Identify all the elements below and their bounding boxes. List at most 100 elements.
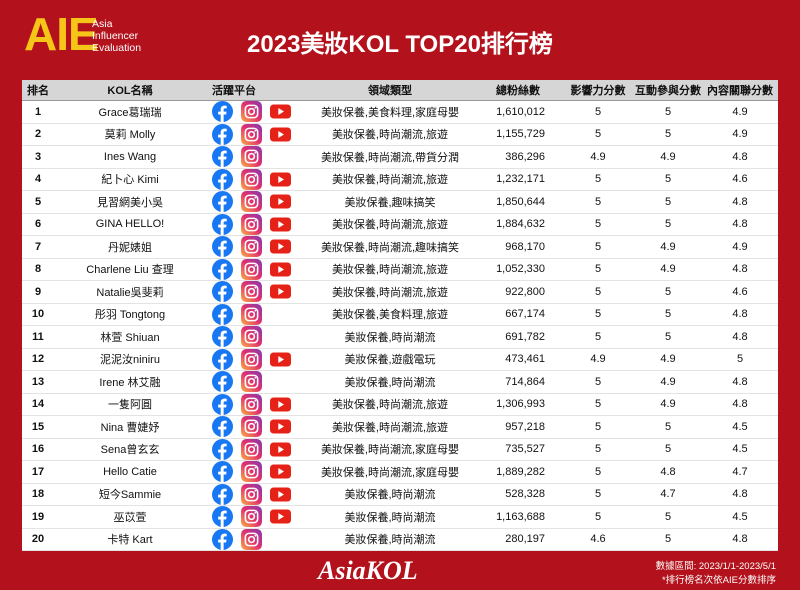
column-header: 內容關聯分數 xyxy=(707,85,773,97)
youtube-icon xyxy=(270,191,291,212)
table-row: 18 短今Sammie 美妝保養,時尚潮流 528,328 5 4.7 4.8 xyxy=(22,484,778,506)
engagement-score: 4.7 xyxy=(660,488,676,501)
category: 美妝保養,時尚潮流 xyxy=(344,331,436,344)
rank: 12 xyxy=(31,353,45,366)
fans: 667,174 xyxy=(505,308,545,321)
engagement-score: 5 xyxy=(664,105,672,118)
category: 美妝保養,時尚潮流,帶貨分潤 xyxy=(320,151,460,164)
ranking-note: *排行榜名次依AIE分數排序 xyxy=(661,575,776,586)
relevance-score: 4.8 xyxy=(732,398,748,411)
influence-score: 5 xyxy=(594,128,602,141)
fans: 1,850,644 xyxy=(496,195,545,208)
logo-subtitle: Asia Influencer Evaluation xyxy=(92,18,141,54)
kol-name: Ines Wang xyxy=(103,150,157,163)
fans: 1,155,729 xyxy=(496,128,545,141)
table-row: 10 彤羽 Tongtong 美妝保養,美食料理,旅遊 667,174 5 5 4.8 xyxy=(22,304,778,326)
youtube-icon xyxy=(270,461,291,482)
fans: 957,218 xyxy=(505,420,545,433)
kol-name: 泥泥汝niniru xyxy=(100,354,160,367)
engagement-score: 4.9 xyxy=(660,240,676,253)
rank: 11 xyxy=(32,330,44,343)
kol-name: 紀卜心 Kimi xyxy=(101,174,159,187)
relevance-score: 4.8 xyxy=(732,330,748,343)
rank: 5 xyxy=(34,195,42,208)
table-row: 7 丹妮婊姐 美妝保養,時尚潮流,趣味搞笑 968,170 5 4.9 4.9 xyxy=(22,236,778,259)
fans: 691,782 xyxy=(505,330,545,343)
kol-name: Irene 林艾融 xyxy=(99,376,161,389)
relevance-score: 4.8 xyxy=(732,263,748,276)
category: 美妝保養,時尚潮流,家庭母嬰 xyxy=(320,444,460,457)
influence-score: 5 xyxy=(594,195,602,208)
relevance-score: 4.8 xyxy=(732,150,748,163)
instagram-icon xyxy=(241,259,262,280)
engagement-score: 4.9 xyxy=(660,263,676,276)
influence-score: 5 xyxy=(594,420,602,433)
kol-name: 卡特 Kart xyxy=(107,534,153,547)
brand-logo: AsiaKOL xyxy=(318,556,418,585)
instagram-icon xyxy=(241,169,262,190)
instagram-icon xyxy=(241,439,262,460)
kol-name: 見習網美小吳 xyxy=(97,196,163,209)
platforms xyxy=(206,124,306,145)
youtube-icon xyxy=(270,169,291,190)
category: 美妝保養,時尚潮流,家庭母嬰 xyxy=(320,466,460,479)
category: 美妝保養,美食料理,家庭母嬰 xyxy=(320,106,460,119)
fans: 1,306,993 xyxy=(496,398,545,411)
platforms xyxy=(206,281,306,302)
relevance-score: 4.7 xyxy=(732,465,748,478)
column-header: 活躍平台 xyxy=(212,85,256,97)
relevance-score: 4.8 xyxy=(732,375,748,388)
facebook-icon xyxy=(212,259,233,280)
instagram-icon xyxy=(241,371,262,392)
rank: 1 xyxy=(34,105,42,118)
relevance-score: 4.9 xyxy=(732,128,748,141)
category: 美妝保養,時尚潮流,旅遊 xyxy=(331,264,449,277)
category: 美妝保養,時尚潮流,趣味搞笑 xyxy=(320,241,460,254)
facebook-icon xyxy=(212,506,233,527)
logo-line: Asia xyxy=(92,18,113,30)
kol-name: Natalie吳斐莉 xyxy=(96,286,164,299)
rank: 15 xyxy=(31,420,45,433)
relevance-score: 4.8 xyxy=(732,533,748,546)
instagram-icon xyxy=(241,236,262,257)
fans: 473,461 xyxy=(505,353,545,366)
fans: 1,232,171 xyxy=(496,173,545,186)
facebook-icon xyxy=(212,326,233,347)
engagement-score: 5 xyxy=(664,443,672,456)
platforms xyxy=(206,416,306,437)
platforms xyxy=(206,484,306,505)
kol-name: 巫苡萱 xyxy=(113,511,147,524)
instagram-icon xyxy=(241,191,262,212)
engagement-score: 5 xyxy=(664,420,672,433)
column-header: 互動參與分數 xyxy=(635,85,701,97)
platforms xyxy=(206,259,306,280)
rank: 13 xyxy=(31,375,45,388)
influence-score: 5 xyxy=(594,465,602,478)
table-row: 11 林萱 Shiuan 美妝保養,時尚潮流 691,782 5 5 4.8 xyxy=(22,326,778,349)
rank: 8 xyxy=(34,263,42,276)
table-row: 13 Irene 林艾融 美妝保養,時尚潮流 714,864 5 4.9 4.8 xyxy=(22,371,778,394)
fans: 1,610,012 xyxy=(496,105,545,118)
influence-score: 5 xyxy=(594,285,602,298)
fans: 1,052,330 xyxy=(496,263,545,276)
category: 美妝保養,時尚潮流 xyxy=(344,511,436,524)
engagement-score: 5 xyxy=(664,128,672,141)
kol-name: Grace葛瑞瑞 xyxy=(98,106,162,119)
influence-score: 5 xyxy=(594,263,602,276)
platforms xyxy=(206,214,306,235)
instagram-icon xyxy=(241,326,262,347)
youtube-icon xyxy=(270,259,291,280)
engagement-score: 4.9 xyxy=(660,150,676,163)
influence-score: 5 xyxy=(594,218,602,231)
table-row: 15 Nina 曹婕妤 美妝保養,時尚潮流,旅遊 957,218 5 5 4.5 xyxy=(22,416,778,439)
logo-line: Evaluation xyxy=(92,42,142,54)
facebook-icon xyxy=(212,349,233,370)
title: 2023美妝KOL TOP20排行榜 xyxy=(247,31,553,58)
category: 美妝保養,美食料理,旅遊 xyxy=(331,309,449,322)
category: 美妝保養,時尚潮流,旅遊 xyxy=(331,286,449,299)
instagram-icon xyxy=(241,484,262,505)
category: 美妝保養,時尚潮流,旅遊 xyxy=(331,129,449,142)
platforms xyxy=(206,191,306,212)
influence-score: 4.9 xyxy=(590,353,606,366)
